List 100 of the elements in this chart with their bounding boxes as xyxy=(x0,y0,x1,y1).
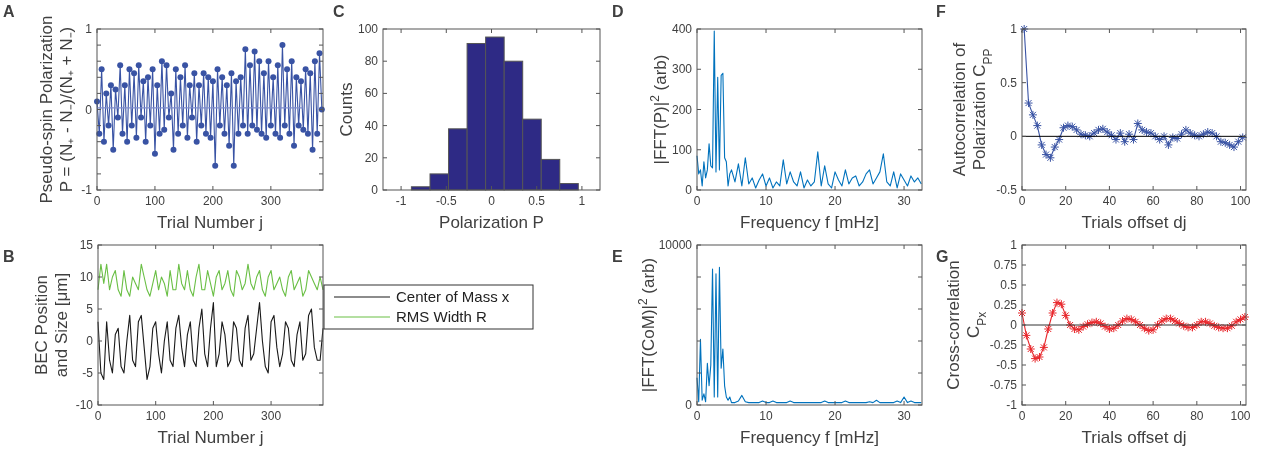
x-tick-label: 10 xyxy=(759,409,774,423)
point xyxy=(1137,125,1147,135)
x-tick-label: 20 xyxy=(828,409,843,423)
point xyxy=(1072,125,1082,135)
point xyxy=(1170,316,1180,326)
point xyxy=(1174,318,1184,328)
y-tick-label: 40 xyxy=(364,118,379,133)
x-tick-label: 30 xyxy=(897,409,912,423)
chart-title: B xyxy=(3,248,15,265)
y-tick-label: 0.25 xyxy=(993,298,1018,312)
point xyxy=(1150,131,1160,141)
y-tick-label: -0.5 xyxy=(996,358,1018,372)
point xyxy=(1017,308,1027,318)
chart-title: E xyxy=(612,248,623,265)
x-tick-label: 60 xyxy=(1146,409,1161,423)
point xyxy=(1142,127,1152,137)
point xyxy=(1048,308,1058,318)
point xyxy=(1032,121,1042,131)
point xyxy=(1144,326,1154,336)
y-tick-label: -1 xyxy=(1006,398,1018,412)
chart-title: G xyxy=(936,248,949,265)
x-tick-label: 100 xyxy=(144,194,166,208)
point xyxy=(1024,98,1034,108)
point xyxy=(1163,140,1173,150)
point xyxy=(1100,322,1110,332)
x-tick-label: 100 xyxy=(1230,409,1251,423)
point xyxy=(1161,314,1171,324)
y-axis-title: Counts xyxy=(337,82,357,137)
x-tick-label: 0.5 xyxy=(528,194,546,208)
point xyxy=(1056,299,1066,309)
x-tick-label: 300 xyxy=(260,194,282,208)
point xyxy=(1216,137,1226,147)
x-axis-title: Trial Number j xyxy=(156,213,264,232)
x-tick-label: 200 xyxy=(203,409,224,423)
point xyxy=(1034,352,1044,362)
y-tick-label: 0 xyxy=(1010,129,1018,144)
y-tick-label: 0 xyxy=(1010,318,1018,332)
point xyxy=(1061,310,1071,320)
point xyxy=(1196,317,1206,327)
point xyxy=(1085,131,1095,141)
x-tick-label: 200 xyxy=(202,194,224,208)
y-tick-label: 0 xyxy=(371,183,379,197)
x-tick-label: 1 xyxy=(578,194,586,208)
point xyxy=(1065,320,1075,330)
x-axis-title: Frequency f [mHz] xyxy=(740,213,879,232)
point xyxy=(1052,298,1062,308)
point xyxy=(1096,318,1106,328)
point xyxy=(1214,322,1224,332)
point xyxy=(1209,321,1219,331)
point xyxy=(1146,128,1156,138)
y-tick-label: -5 xyxy=(82,366,94,380)
point xyxy=(1037,140,1047,150)
point xyxy=(1039,342,1049,352)
point xyxy=(1111,135,1121,145)
point xyxy=(1028,110,1038,120)
point xyxy=(1102,127,1112,137)
y-tick-label: -0.75 xyxy=(989,378,1018,392)
x-tick-label: 100 xyxy=(145,409,167,423)
point xyxy=(1205,318,1215,328)
point xyxy=(1212,131,1221,141)
chart-title: D xyxy=(612,3,624,20)
y-tick-label: 0.75 xyxy=(993,258,1018,272)
x-tick-label: 60 xyxy=(1146,194,1161,208)
y-tick-label: 10000 xyxy=(658,238,693,252)
y-tick-label: 200 xyxy=(671,102,693,117)
line-series xyxy=(97,263,324,297)
y-tick-label: 400 xyxy=(671,22,693,36)
y-tick-label: 0.5 xyxy=(1000,278,1018,292)
point xyxy=(1122,314,1132,324)
x-axis-title: Trials offset dj xyxy=(1081,428,1187,447)
y-tick-label: 300 xyxy=(671,62,693,77)
chart-title: A xyxy=(3,3,15,20)
x-tick-label: 300 xyxy=(261,409,282,423)
point xyxy=(1181,125,1191,135)
chart-title: F xyxy=(936,3,946,20)
line-series xyxy=(97,302,324,380)
point xyxy=(1074,325,1084,335)
x-tick-label: 80 xyxy=(1190,409,1204,423)
y-tick-label: -0.25 xyxy=(989,338,1018,352)
point xyxy=(1054,135,1064,145)
x-tick-label: 0 xyxy=(488,194,496,208)
x-axis-title: Trials offset dj xyxy=(1081,213,1187,232)
legend-label: RMS Width R xyxy=(396,308,488,325)
y-tick-label: 5 xyxy=(86,302,94,316)
y-tick-label: 10 xyxy=(79,270,94,284)
y-axis-title: BEC Position and Size [μm] xyxy=(32,272,72,378)
y-tick-label: -1 xyxy=(81,183,93,197)
point xyxy=(1155,135,1165,145)
y-tick-label: -10 xyxy=(75,398,94,412)
y-tick-label: 0 xyxy=(86,334,94,348)
point xyxy=(1148,325,1158,335)
y-tick-label: 1 xyxy=(1010,238,1018,252)
y-tick-label: -0.5 xyxy=(996,183,1018,197)
point xyxy=(1043,324,1053,334)
point xyxy=(1045,153,1055,163)
x-tick-label: 100 xyxy=(1230,194,1251,208)
point xyxy=(1076,129,1086,139)
y-tick-label: 15 xyxy=(79,238,94,252)
y-tick-label: 20 xyxy=(364,150,379,165)
x-tick-label: 40 xyxy=(1102,194,1117,208)
